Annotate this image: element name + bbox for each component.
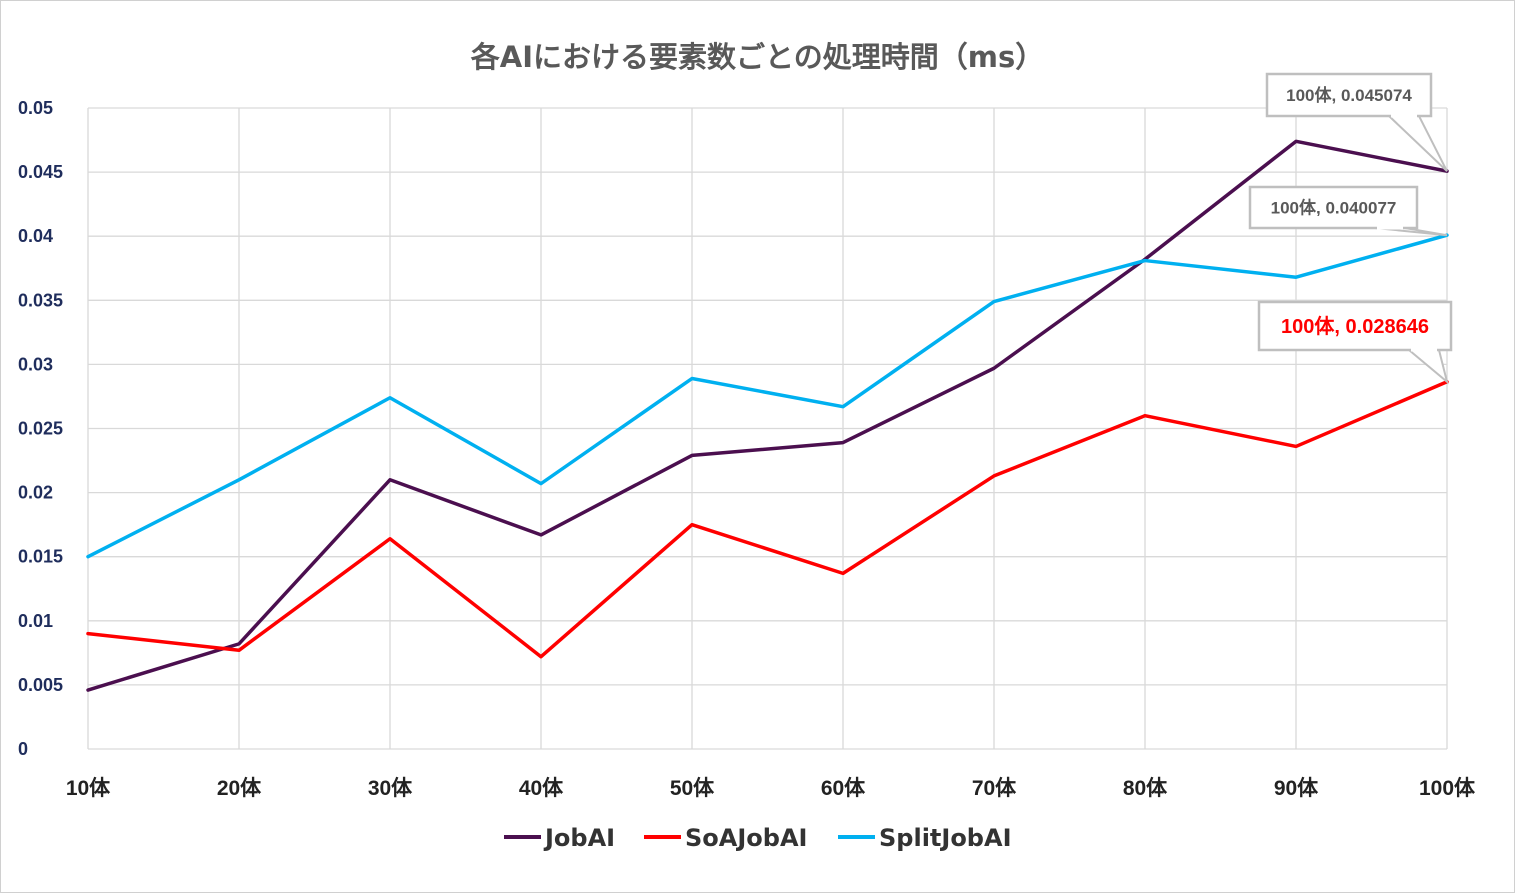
y-tick-label: 0.04	[18, 226, 53, 246]
callout-pointer	[1406, 349, 1449, 385]
y-tick-label: 0.035	[18, 290, 63, 310]
legend-label: JobAI	[543, 824, 615, 852]
legend-label: SplitJobAI	[879, 824, 1012, 852]
chart-title: 各AIにおける要素数ごとの処理時間（ms）	[470, 40, 1045, 74]
x-tick-label: 30体	[368, 777, 413, 800]
series-line-JobAI	[86, 139, 1449, 692]
x-tick-label: 50体	[670, 777, 715, 800]
x-tick-label: 40体	[519, 777, 564, 800]
data-label: 100体, 0.028646	[1281, 314, 1429, 338]
callout-box	[1257, 300, 1453, 352]
x-tick-label: 100体	[1419, 777, 1476, 800]
y-tick-label: 0.03	[18, 354, 53, 374]
y-tick-label: 0.015	[18, 547, 63, 567]
legend-label: SoAJobAI	[685, 824, 807, 852]
callout-box	[1265, 72, 1433, 118]
y-tick-label: 0.01	[18, 611, 53, 631]
series-line-SplitJobAI	[86, 233, 1449, 559]
y-tick-label: 0.02	[18, 483, 53, 503]
data-label: 100体, 0.040077	[1271, 198, 1397, 218]
x-tick-label: 70体	[972, 777, 1017, 800]
x-tick-label: 60体	[821, 777, 866, 800]
data-label: 100体, 0.045074	[1286, 85, 1412, 105]
y-tick-label: 0.025	[18, 419, 63, 439]
y-tick-label: 0	[18, 739, 28, 759]
x-tick-label: 20体	[217, 777, 262, 800]
y-tick-label: 0.005	[18, 675, 63, 695]
x-tick-label: 90体	[1274, 777, 1319, 800]
x-tick-label: 10体	[66, 777, 111, 800]
y-tick-label: 0.05	[18, 98, 53, 118]
series-line-SoAJobAI	[86, 380, 1449, 659]
callout-box	[1248, 185, 1419, 230]
x-tick-label: 80体	[1123, 777, 1168, 800]
y-tick-label: 0.045	[18, 162, 63, 182]
